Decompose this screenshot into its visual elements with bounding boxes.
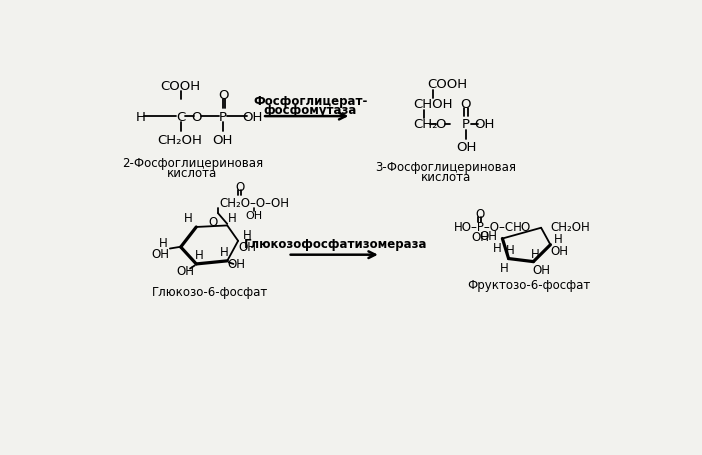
Text: HO–P–O–CH: HO–P–O–CH xyxy=(453,220,522,233)
Text: OH: OH xyxy=(213,133,233,147)
Text: H: H xyxy=(554,233,562,246)
Text: CHOH: CHOH xyxy=(413,98,453,111)
Text: 3-Фосфоглицериновая: 3-Фосфоглицериновая xyxy=(376,160,516,173)
Text: OH: OH xyxy=(475,118,495,131)
Text: OH: OH xyxy=(479,229,498,243)
Text: H: H xyxy=(243,229,252,242)
Text: OH: OH xyxy=(242,111,263,123)
Text: H: H xyxy=(500,262,508,275)
Text: O: O xyxy=(520,221,529,234)
Text: H: H xyxy=(227,212,237,225)
Text: H: H xyxy=(195,248,204,262)
Text: 2-Фосфоглицериновая: 2-Фосфоглицериновая xyxy=(122,157,263,169)
Text: O: O xyxy=(461,98,471,111)
Text: H: H xyxy=(135,111,145,123)
Text: P: P xyxy=(218,111,227,123)
Text: H: H xyxy=(220,246,229,258)
Text: COOH: COOH xyxy=(161,80,201,92)
Text: кислота: кислота xyxy=(167,167,218,179)
Text: O: O xyxy=(191,111,201,123)
Text: OH: OH xyxy=(532,263,550,276)
Text: O: O xyxy=(208,216,218,228)
Text: OH: OH xyxy=(152,247,170,260)
Text: H: H xyxy=(505,243,515,256)
Text: CH₂OH: CH₂OH xyxy=(157,133,201,147)
Text: OH: OH xyxy=(227,258,246,271)
Text: Фосфоглицерат-: Фосфоглицерат- xyxy=(253,95,367,108)
Text: H: H xyxy=(494,242,502,255)
Text: CH₂: CH₂ xyxy=(413,118,438,131)
Text: O: O xyxy=(435,118,446,131)
Text: H: H xyxy=(531,248,539,261)
Text: OH: OH xyxy=(456,141,476,154)
Text: Глюкозо-6-фосфат: Глюкозо-6-фосфат xyxy=(152,286,268,298)
Text: CH₂O–O–OH: CH₂O–O–OH xyxy=(220,197,289,209)
Text: OH: OH xyxy=(471,231,489,244)
Text: H: H xyxy=(159,236,168,249)
Text: кислота: кислота xyxy=(420,170,471,183)
Text: OH: OH xyxy=(245,210,262,220)
Text: P: P xyxy=(462,118,470,131)
Text: C: C xyxy=(176,111,185,123)
Text: Глюкозофосфатизомераза: Глюкозофосфатизомераза xyxy=(244,238,428,251)
Text: O: O xyxy=(475,208,484,221)
Text: фосфомутаза: фосфомутаза xyxy=(263,104,357,117)
Text: CH₂OH: CH₂OH xyxy=(550,220,590,233)
Text: Фруктозо-6-фосфат: Фруктозо-6-фосфат xyxy=(467,278,590,292)
Text: O: O xyxy=(218,89,229,102)
Text: OH: OH xyxy=(551,245,569,258)
Text: OH: OH xyxy=(176,264,194,277)
Text: COOH: COOH xyxy=(428,78,468,91)
Text: H: H xyxy=(184,212,193,225)
Text: O: O xyxy=(235,181,244,194)
Text: OH: OH xyxy=(239,241,256,254)
